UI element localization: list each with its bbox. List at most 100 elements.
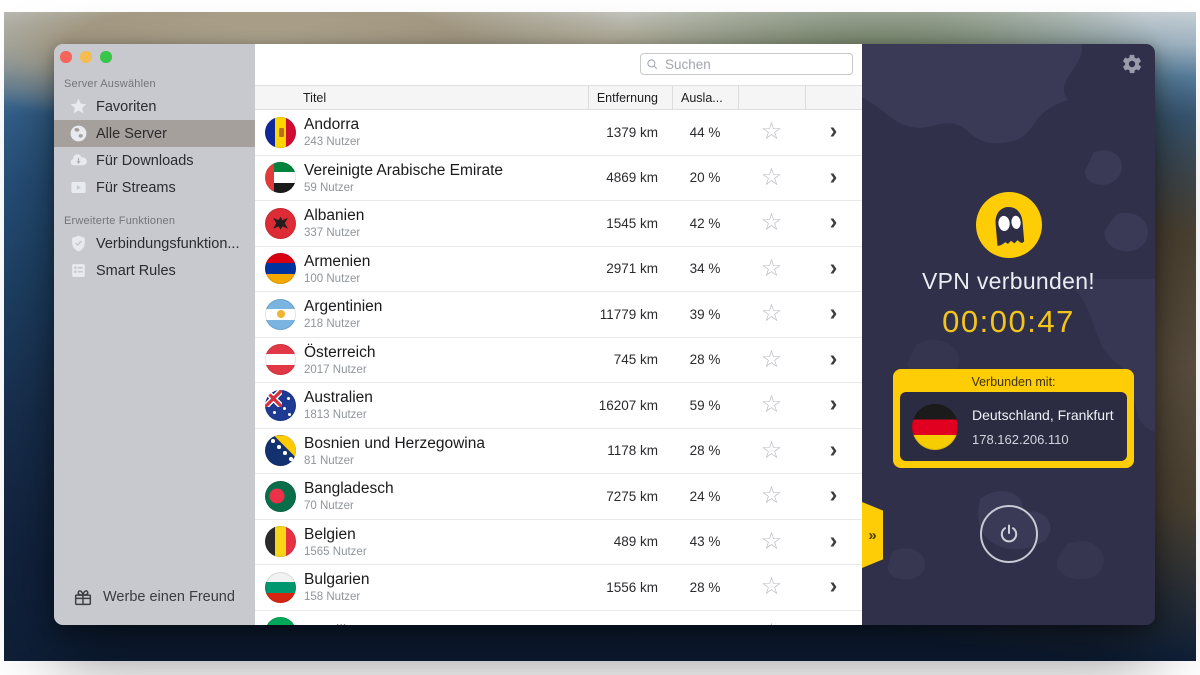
settings-gear-icon[interactable] — [1121, 53, 1143, 75]
favorite-star-icon[interactable]: ☆ — [760, 300, 783, 328]
sidebar-item-fuer-downloads[interactable]: Für Downloads — [54, 147, 255, 174]
server-row[interactable]: Bulgarien 158 Nutzer 1556 km 28 % ☆ › — [255, 565, 862, 611]
server-row[interactable]: Andorra 243 Nutzer 1379 km 44 % ☆ › — [255, 110, 862, 156]
sidebar-item-label: Smart Rules — [96, 262, 176, 279]
collapse-panel-tab[interactable]: » — [862, 502, 883, 568]
server-row[interactable]: Argentinien 218 Nutzer 11779 km 39 % ☆ › — [255, 292, 862, 338]
connected-with-label: Verbunden mit: — [971, 375, 1056, 389]
server-load: 28 % — [689, 352, 721, 368]
server-row[interactable]: Bosnien und Herzegowina 81 Nutzer 1178 k… — [255, 428, 862, 474]
row-chevron-icon[interactable]: › — [829, 390, 838, 417]
window-controls — [54, 44, 255, 69]
column-header-favorite — [738, 86, 805, 109]
smart-rules-icon — [68, 261, 88, 281]
server-load: 28 % — [689, 443, 721, 459]
row-chevron-icon[interactable]: › — [829, 253, 838, 280]
sidebar-section-title: Server Auswählen — [64, 78, 156, 90]
server-rows: Andorra 243 Nutzer 1379 km 44 % ☆ › Vere… — [255, 110, 862, 625]
disconnect-power-button[interactable] — [979, 505, 1038, 563]
row-chevron-icon[interactable]: › — [829, 208, 838, 235]
favorite-star-icon[interactable]: ☆ — [760, 391, 783, 419]
sidebar-item-verbindungsfunktionen[interactable]: Verbindungsfunktion... — [54, 230, 255, 257]
search-bar — [255, 44, 862, 85]
favorite-star-icon[interactable]: ☆ — [760, 436, 783, 464]
refer-friend-label: Werbe einen Freund — [103, 589, 235, 605]
sidebar-section-title: Erweiterte Funktionen — [64, 215, 176, 227]
server-distance: 1545 km — [606, 215, 658, 231]
row-chevron-icon[interactable]: › — [805, 619, 862, 625]
server-load: 44 % — [689, 124, 721, 140]
server-distance: 1178 km — [607, 443, 658, 459]
server-load: 39 % — [689, 306, 721, 322]
country-flag-icon — [265, 298, 296, 330]
favorite-star-icon[interactable]: ☆ — [760, 163, 783, 191]
cyberghost-logo-icon — [975, 192, 1042, 258]
favorite-star-icon[interactable]: ☆ — [760, 254, 783, 282]
sidebar-item-label: Für Streams — [96, 179, 176, 196]
server-title: Österreich — [304, 343, 376, 361]
row-chevron-icon[interactable]: › — [829, 117, 838, 144]
favorite-star-icon[interactable]: ☆ — [760, 209, 783, 237]
server-load: 42 % — [689, 215, 721, 231]
sidebar-item-smart-rules[interactable]: Smart Rules — [54, 257, 255, 284]
row-chevron-icon[interactable]: › — [829, 435, 838, 462]
close-window-button[interactable] — [60, 51, 72, 63]
favorite-star-icon[interactable]: ☆ — [738, 620, 805, 625]
row-chevron-icon[interactable]: › — [829, 572, 838, 599]
refer-friend-button[interactable]: Werbe einen Freund — [72, 586, 235, 608]
row-chevron-icon[interactable]: › — [829, 162, 838, 189]
server-users: 218 Nutzer — [304, 318, 361, 331]
favorite-star-icon[interactable]: ☆ — [760, 527, 783, 555]
server-distance: 7275 km — [606, 488, 658, 504]
server-title: Brasilien — [304, 623, 363, 625]
server-row[interactable]: Armenien 100 Nutzer 2971 km 34 % ☆ › — [255, 246, 862, 292]
sidebar-item-favoriten[interactable]: Favoriten — [54, 93, 255, 120]
favorite-star-icon[interactable]: ☆ — [760, 118, 783, 146]
fullscreen-window-button[interactable] — [100, 51, 112, 63]
list-header: Titel Entfernung Ausla... — [255, 85, 862, 110]
server-distance: 1379 km — [606, 124, 658, 140]
search-icon — [647, 58, 658, 69]
favorite-star-icon[interactable]: ☆ — [760, 345, 783, 373]
column-header-entfernung[interactable]: Entfernung — [588, 86, 672, 109]
server-title: Belgien — [304, 525, 356, 543]
row-chevron-icon[interactable]: › — [829, 526, 838, 553]
row-chevron-icon[interactable]: › — [829, 299, 838, 326]
server-row[interactable]: Österreich 2017 Nutzer 745 km 28 % ☆ › — [255, 337, 862, 383]
server-distance: 16207 km — [598, 397, 658, 413]
server-row[interactable]: Australien 1813 Nutzer 16207 km 59 % ☆ › — [255, 383, 862, 429]
sidebar-item-alle-server[interactable]: Alle Server — [54, 120, 255, 147]
row-chevron-icon[interactable]: › — [829, 344, 838, 371]
sidebar-item-label: Für Downloads — [96, 152, 194, 169]
sidebar-item-fuer-streams[interactable]: Für Streams — [54, 174, 255, 201]
server-title: Vereinigte Arabische Emirate — [304, 161, 504, 179]
server-title: Bulgarien — [304, 571, 370, 589]
shield-check-icon — [68, 234, 88, 254]
cyberghost-window: Server Auswählen Favoriten Alle Server — [54, 44, 1155, 625]
country-flag-icon — [265, 480, 296, 512]
search-input[interactable] — [640, 53, 853, 75]
favorite-star-icon[interactable]: ☆ — [760, 573, 783, 601]
server-row[interactable]: Belgien 1565 Nutzer 489 km 43 % ☆ › — [255, 519, 862, 565]
server-load: 24 % — [689, 488, 721, 504]
favorite-star-icon[interactable]: ☆ — [760, 482, 783, 510]
sidebar-item-label: Favoriten — [96, 98, 157, 115]
server-distance: 4869 km — [606, 170, 658, 186]
row-chevron-icon[interactable]: › — [829, 481, 838, 508]
server-row[interactable]: Albanien 337 Nutzer 1545 km 42 % ☆ › — [255, 201, 862, 247]
column-header-auslastung[interactable]: Ausla... — [672, 86, 738, 109]
minimize-window-button[interactable] — [80, 51, 92, 63]
server-title: Andorra — [304, 116, 360, 134]
server-distance: 745 km — [613, 352, 658, 368]
server-load: 59 % — [689, 397, 721, 413]
country-flag-icon — [265, 389, 296, 421]
connected-server-ip: 178.162.206.110 — [972, 431, 1069, 447]
server-row[interactable]: Vereinigte Arabische Emirate 59 Nutzer 4… — [255, 155, 862, 201]
server-row[interactable]: Brasilien ☆ › — [255, 610, 862, 625]
column-header-titel[interactable]: Titel — [303, 90, 327, 105]
server-users: 1565 Nutzer — [304, 545, 367, 558]
server-load: 28 % — [689, 579, 721, 595]
country-flag-icon — [265, 571, 296, 603]
server-row[interactable]: Bangladesch 70 Nutzer 7275 km 24 % ☆ › — [255, 474, 862, 520]
